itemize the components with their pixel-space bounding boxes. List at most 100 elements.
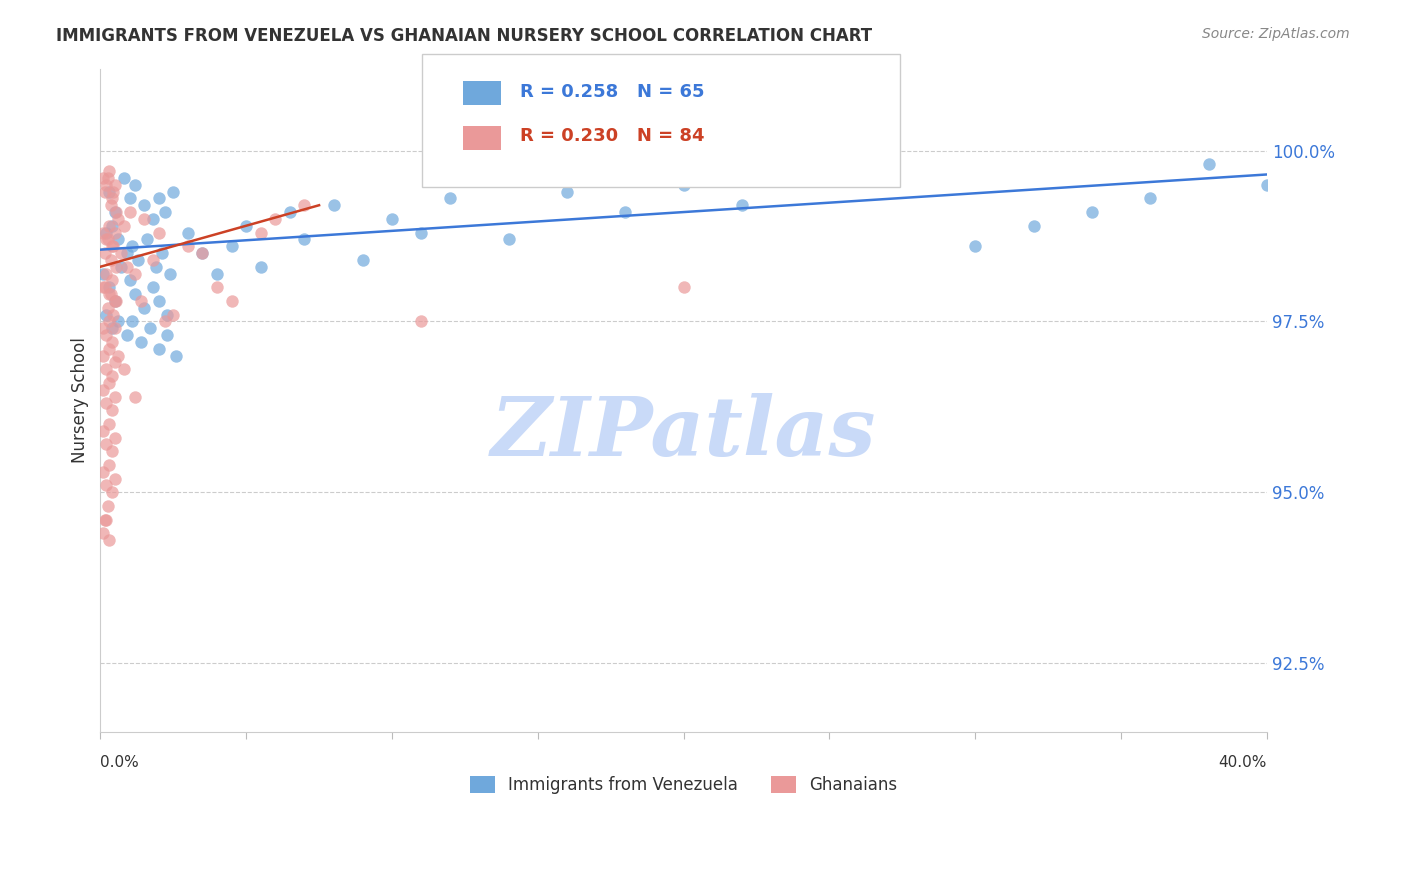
Ghanaians [101,191,124,205]
Ghanaians [672,280,695,294]
Ghanaians [124,267,146,281]
Immigrants from Venezuela [107,232,129,246]
Immigrants from Venezuela [1256,178,1278,192]
Immigrants from Venezuela [148,293,170,308]
Ghanaians [294,198,316,212]
Ghanaians [101,239,124,253]
Ghanaians [104,321,127,335]
Ghanaians [91,226,114,240]
Ghanaians [101,369,124,384]
Immigrants from Venezuela [118,191,141,205]
Immigrants from Venezuela [159,267,181,281]
Ghanaians [98,287,121,301]
Immigrants from Venezuela [104,293,127,308]
Immigrants from Venezuela [498,232,520,246]
Ghanaians [104,293,127,308]
Ghanaians [100,287,122,301]
Ghanaians [110,246,132,260]
Immigrants from Venezuela [148,342,170,356]
Ghanaians [103,239,125,253]
Ghanaians [93,280,115,294]
Ghanaians [98,376,121,390]
Ghanaians [104,431,127,445]
Ghanaians [98,219,121,233]
Immigrants from Venezuela [127,252,149,267]
Ghanaians [104,390,127,404]
Ghanaians [249,226,271,240]
Ghanaians [96,478,118,492]
Immigrants from Venezuela [1022,219,1045,233]
Ghanaians [118,205,141,219]
Ghanaians [264,211,287,226]
Immigrants from Venezuela [91,267,114,281]
Ghanaians [98,458,121,472]
Immigrants from Venezuela [115,328,138,343]
Ghanaians [96,232,118,246]
Immigrants from Venezuela [110,260,132,274]
Ghanaians [105,205,128,219]
Immigrants from Venezuela [98,280,121,294]
Ghanaians [129,293,152,308]
Immigrants from Venezuela [101,219,124,233]
Immigrants from Venezuela [132,198,155,212]
Ghanaians [97,301,120,315]
Ghanaians [98,417,121,431]
Ghanaians [132,211,155,226]
Ghanaians [100,252,122,267]
Ghanaians [105,293,128,308]
Ghanaians [162,308,184,322]
Immigrants from Venezuela [381,211,404,226]
Ghanaians [91,465,114,479]
Immigrants from Venezuela [555,185,578,199]
Ghanaians [103,308,125,322]
Ghanaians [107,211,129,226]
Ghanaians [91,526,114,541]
Ghanaians [97,499,120,513]
Ghanaians [153,314,176,328]
Ghanaians [205,280,228,294]
Immigrants from Venezuela [249,260,271,274]
Immigrants from Venezuela [191,246,214,260]
Text: Source: ZipAtlas.com: Source: ZipAtlas.com [1202,27,1350,41]
Text: ZIPatlas: ZIPatlas [491,393,876,473]
Ghanaians [148,226,170,240]
Immigrants from Venezuela [1081,205,1104,219]
Immigrants from Venezuela [142,211,165,226]
Ghanaians [112,219,135,233]
Immigrants from Venezuela [129,334,152,349]
Ghanaians [93,513,115,527]
Ghanaians [96,178,118,192]
Ghanaians [98,164,121,178]
Immigrants from Venezuela [98,185,121,199]
Immigrants from Venezuela [156,328,179,343]
Ghanaians [93,246,115,260]
Ghanaians [98,342,121,356]
Immigrants from Venezuela [121,314,143,328]
Immigrants from Venezuela [150,246,173,260]
Immigrants from Venezuela [132,301,155,315]
Ghanaians [101,334,124,349]
Ghanaians [98,533,121,548]
Immigrants from Venezuela [156,308,179,322]
Immigrants from Venezuela [145,260,167,274]
Immigrants from Venezuela [439,191,461,205]
Immigrants from Venezuela [124,287,146,301]
Ghanaians [101,444,124,458]
Ghanaians [142,252,165,267]
Text: 40.0%: 40.0% [1219,756,1267,771]
Ghanaians [221,293,243,308]
Text: R = 0.258   N = 65: R = 0.258 N = 65 [520,83,704,101]
Immigrants from Venezuela [614,205,637,219]
Ghanaians [97,170,120,185]
Immigrants from Venezuela [153,205,176,219]
Ghanaians [91,424,114,438]
Immigrants from Venezuela [142,280,165,294]
Immigrants from Venezuela [136,232,159,246]
Immigrants from Venezuela [118,273,141,287]
Ghanaians [91,321,114,335]
Immigrants from Venezuela [101,321,124,335]
Immigrants from Venezuela [278,205,301,219]
Y-axis label: Nursery School: Nursery School [72,337,89,463]
Immigrants from Venezuela [165,349,187,363]
Immigrants from Venezuela [205,267,228,281]
